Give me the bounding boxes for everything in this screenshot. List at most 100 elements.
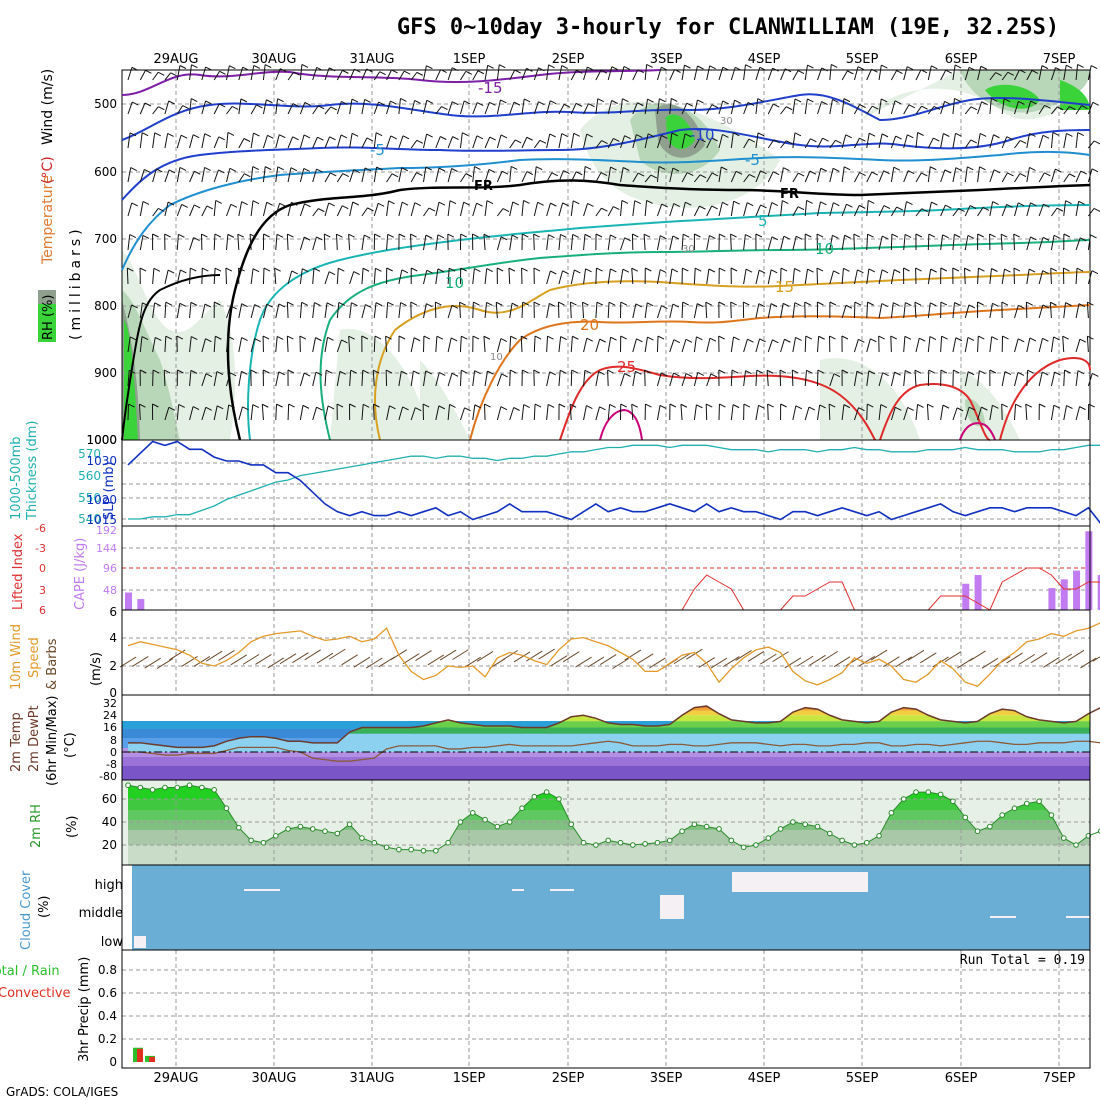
wind-barb-staff	[226, 168, 231, 183]
wind-barb-flag	[500, 134, 508, 139]
wind-barb-flag	[414, 100, 421, 104]
wind-barb-staff	[570, 336, 573, 353]
wind-barb-flag	[476, 102, 484, 107]
wind-barb-staff	[743, 370, 747, 387]
wind-barb-flag	[915, 233, 923, 238]
wind-barb-flag	[205, 373, 213, 378]
wind-barb-staff	[509, 235, 513, 251]
wind-barb-flag	[817, 369, 825, 374]
wind-barb-staff	[423, 100, 428, 115]
wind-barb-staff	[755, 370, 758, 387]
wind-barb-flag	[749, 174, 756, 178]
wind-barb-staff	[755, 338, 761, 353]
wind-barb-flag	[391, 173, 399, 178]
wind-barb-flag	[155, 336, 162, 341]
wind-barb-flag	[940, 369, 948, 374]
wind-barb-staff	[620, 66, 625, 81]
wind-barb-flag	[699, 174, 707, 179]
wind-barb-flag	[797, 70, 805, 75]
wind-barb-staff	[878, 64, 882, 81]
wind-barb-staff	[595, 69, 602, 81]
wind-barb-staff	[213, 268, 216, 285]
wind-barb-flag	[252, 166, 259, 170]
wind-barb-staff	[372, 370, 375, 387]
wind-barb-flag	[659, 269, 667, 274]
wind-barb-flag	[894, 371, 901, 376]
wind-barb-flag	[636, 134, 643, 139]
rh2m-line-marker	[925, 789, 932, 795]
wind-barb-flag	[340, 134, 348, 139]
wind-barb-staff	[977, 101, 983, 115]
wind-barb-staff	[521, 302, 524, 319]
wind-barb-flag	[711, 172, 719, 177]
wind-barb-staff	[989, 134, 994, 149]
rh2m-line-marker	[888, 810, 895, 816]
wind-barb-staff	[1063, 173, 1070, 183]
wind-barb-flag	[523, 199, 530, 204]
wind-barb-flag	[854, 301, 862, 306]
wind-barb-flag	[202, 267, 209, 272]
wind-barb-flag	[238, 267, 245, 272]
wind-barb-staff	[681, 133, 686, 149]
wind-barb-flag	[1052, 131, 1060, 136]
rh2m-line-marker	[654, 839, 661, 846]
wind-barb-staff	[766, 370, 769, 387]
wind-barb-flag	[179, 302, 187, 307]
wind-barb-flag	[190, 267, 197, 272]
wind-barb-staff	[324, 67, 330, 81]
wind-barb-flag	[276, 233, 284, 238]
wind-barb-flag	[1092, 372, 1099, 377]
wind-barb-flag	[560, 336, 567, 341]
wind-barb-flag	[165, 335, 173, 340]
wind-barb-staff	[238, 173, 245, 183]
wind-barb-staff	[176, 167, 181, 183]
wind-barb-flag	[1066, 405, 1073, 410]
wind-barb-flag	[890, 335, 898, 340]
wind-barb-flag	[636, 338, 643, 343]
wind-barb-flag	[401, 370, 408, 375]
wind-barb-flag	[401, 201, 409, 206]
wind-barb-flag	[786, 140, 793, 145]
wind-barb-staff	[964, 337, 969, 353]
ylabel-temp-unit: (°C)	[40, 156, 56, 184]
wind-barb-flag	[846, 203, 853, 208]
wind-barb-staff	[1050, 235, 1055, 251]
wind-barb-staff	[139, 235, 144, 251]
wind-barb-flag	[928, 369, 935, 374]
wind-barb-staff	[743, 234, 746, 251]
wind10m-barb	[181, 656, 198, 667]
cloud-background	[122, 865, 1090, 950]
wind-barb-staff	[558, 65, 563, 81]
wind-barb-staff	[299, 405, 304, 421]
wind-barb-staff	[866, 370, 870, 387]
wind-barb-flag	[254, 304, 261, 308]
wind-barb-flag	[1087, 335, 1094, 340]
wind-barb-flag	[539, 139, 547, 144]
contour-plus30-b	[959, 422, 996, 441]
wind-barb-flag	[1090, 234, 1097, 239]
wind-barb-flag	[1030, 100, 1037, 105]
wind-barb-staff	[706, 104, 713, 115]
wind-barb-flag	[153, 267, 161, 272]
lifted-index-line	[681, 567, 1100, 611]
contour-label: 30	[720, 116, 733, 127]
wind-barb-flag	[733, 336, 740, 341]
wind-barb-staff	[780, 106, 787, 115]
wind-barb-staff	[853, 205, 860, 217]
wind-barb-staff	[706, 137, 713, 149]
wind-barb-flag	[992, 302, 999, 307]
wind-barb-flag	[353, 271, 360, 276]
wind-barb-flag	[816, 267, 824, 272]
wind-barb-staff	[213, 371, 218, 387]
wind-barb-staff	[1014, 305, 1019, 319]
wind-barb-flag	[607, 369, 614, 374]
wind-barb-staff	[620, 200, 623, 217]
wind-barb-staff	[656, 372, 662, 387]
rh2m-line-marker	[851, 842, 858, 848]
wind-barb-staff	[1038, 172, 1045, 183]
wind-barb-flag	[214, 267, 222, 272]
wind-barb-flag	[792, 369, 799, 374]
wind10m-barb	[205, 650, 223, 662]
ylabel-precip: 3hr Precip (mm)	[77, 957, 92, 1062]
wind-barb-flag	[601, 140, 608, 145]
